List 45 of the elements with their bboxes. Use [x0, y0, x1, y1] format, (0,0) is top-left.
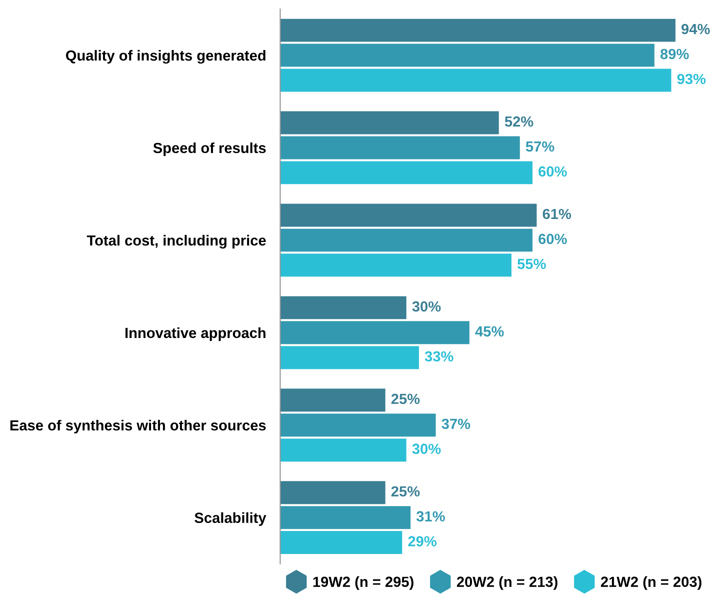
legend-label: 21W2 (n = 203) — [600, 576, 702, 590]
y-tick-label: Speed of results — [153, 142, 266, 156]
bar — [280, 481, 386, 504]
data-label: 45% — [475, 326, 504, 337]
data-label: 55% — [517, 258, 546, 270]
y-tick-label: Scalability — [194, 512, 266, 526]
data-label: 31% — [416, 511, 445, 522]
bar — [280, 254, 512, 277]
data-label: 60% — [538, 166, 567, 177]
data-label: 25% — [391, 486, 420, 497]
bar — [280, 346, 419, 370]
bar — [280, 136, 520, 160]
bar — [280, 44, 654, 67]
data-label: 25% — [391, 394, 420, 404]
data-label: 30% — [412, 301, 441, 312]
y-tick-label: Quality of insights generated — [66, 50, 266, 64]
data-label: 61% — [542, 208, 572, 220]
data-label: 57% — [526, 141, 554, 152]
data-label: 30% — [412, 444, 441, 454]
bar — [280, 111, 499, 134]
y-tick-label: Total cost, including price — [86, 234, 266, 249]
data-label: 29% — [408, 536, 437, 546]
data-label: 52% — [504, 116, 534, 127]
legend-label: 19W2 (n = 295) — [313, 576, 414, 590]
legend-label: 20W2 (n = 213) — [456, 576, 558, 590]
y-tick-label: Innovative approach — [125, 327, 266, 341]
bar — [280, 321, 470, 344]
data-label: 37% — [442, 418, 470, 430]
bar — [280, 414, 436, 437]
data-label: 93% — [677, 74, 706, 84]
bar — [280, 68, 672, 92]
data-label: 94% — [682, 24, 710, 34]
bar — [280, 204, 537, 227]
data-label: 33% — [424, 351, 454, 362]
bar — [280, 531, 402, 554]
bar — [280, 296, 406, 320]
bar — [280, 438, 406, 462]
data-label: 89% — [660, 48, 689, 60]
bar — [280, 506, 411, 530]
data-label: 60% — [538, 234, 567, 244]
bar — [280, 388, 386, 412]
y-tick-label: Ease of synthesis with other sources — [10, 420, 266, 434]
bar — [280, 228, 532, 252]
bar — [280, 18, 676, 42]
bar — [280, 161, 532, 184]
